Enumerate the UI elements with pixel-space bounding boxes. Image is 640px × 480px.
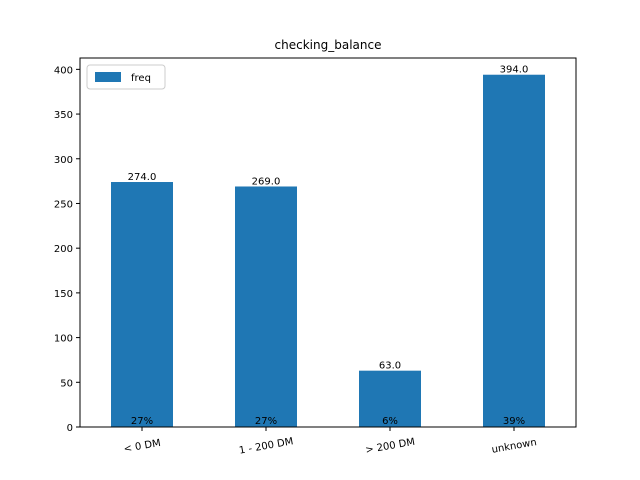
bar-value-label: 269.0 [252, 176, 281, 187]
bar [483, 74, 545, 427]
bar-percent-label: 39% [503, 416, 525, 427]
bar [235, 186, 297, 427]
bar-percent-label: 6% [382, 416, 398, 427]
legend-label: freq [131, 73, 151, 84]
y-tick-label: 300 [54, 155, 73, 166]
x-tick-label: 1 - 200 DM [238, 436, 294, 456]
bar [111, 182, 173, 427]
y-tick-label: 400 [54, 65, 73, 76]
plot-frame [79, 57, 577, 428]
bar-percent-label: 27% [131, 416, 153, 427]
legend-swatch [95, 72, 121, 82]
plot-area: 274.0 27% < 0 DM 269.0 27% 1 - 200 DM 63.0 6% > … [54, 57, 577, 457]
y-tick-label: 250 [54, 199, 73, 210]
y-tick-label: 100 [54, 334, 73, 345]
y-tick-label: 0 [67, 423, 73, 434]
chart-title: checking_balance [275, 38, 382, 52]
x-tick-label: < 0 DM [123, 438, 162, 455]
y-tick-label: 50 [60, 378, 73, 389]
x-tick-label: unknown [491, 437, 538, 456]
y-tick-label: 350 [54, 110, 73, 121]
bar-value-label: 63.0 [379, 361, 401, 372]
bar-value-label: 274.0 [128, 172, 157, 183]
bar-percent-label: 27% [255, 416, 277, 427]
legend-box [86, 64, 166, 90]
y-tick-label: 200 [54, 244, 73, 255]
y-tick-label: 150 [54, 289, 73, 300]
bar-value-label: 394.0 [500, 65, 529, 76]
x-tick-label: > 200 DM [365, 437, 416, 457]
bar [359, 370, 421, 427]
